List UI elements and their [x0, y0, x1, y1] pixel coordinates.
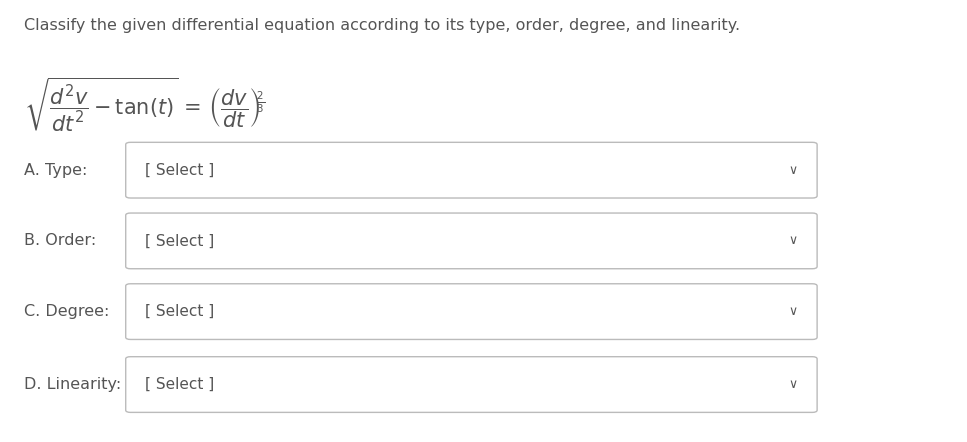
FancyBboxPatch shape: [126, 213, 817, 269]
Text: D. Linearity:: D. Linearity:: [24, 377, 122, 392]
FancyBboxPatch shape: [126, 142, 817, 198]
Text: Classify the given differential equation according to its type, order, degree, a: Classify the given differential equation…: [24, 18, 741, 33]
Text: [ Select ]: [ Select ]: [145, 304, 215, 319]
FancyBboxPatch shape: [126, 357, 817, 412]
Text: $\sqrt{\dfrac{d^2v}{dt^2} - \mathrm{tan}(t)}\, =\, \left(\dfrac{dv}{dt}\right)^{: $\sqrt{\dfrac{d^2v}{dt^2} - \mathrm{tan}…: [24, 75, 266, 133]
Text: [ Select ]: [ Select ]: [145, 377, 215, 392]
Text: [ Select ]: [ Select ]: [145, 233, 215, 248]
Text: ∨: ∨: [788, 234, 798, 248]
Text: ∨: ∨: [788, 164, 798, 177]
Text: A. Type:: A. Type:: [24, 163, 88, 178]
Text: C. Degree:: C. Degree:: [24, 304, 109, 319]
Text: ∨: ∨: [788, 305, 798, 318]
Text: B. Order:: B. Order:: [24, 233, 97, 248]
Text: [ Select ]: [ Select ]: [145, 163, 215, 178]
FancyBboxPatch shape: [126, 284, 817, 339]
Text: ∨: ∨: [788, 378, 798, 391]
